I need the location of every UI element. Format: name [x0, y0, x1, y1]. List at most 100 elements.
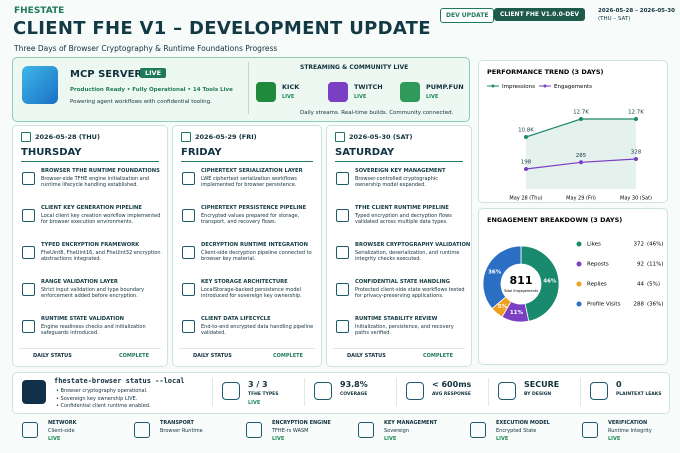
platform-icon	[328, 82, 348, 102]
platform-name: TWITCH	[354, 83, 383, 91]
stat-status: LIVE	[248, 400, 261, 406]
mcp-line: Powering agent workflows with confidenti…	[70, 99, 212, 105]
badge[interactable]: DEV UPDATE	[440, 8, 495, 23]
date-days: (THU – SAT)	[598, 16, 631, 22]
legend-dot	[576, 261, 582, 267]
legend-dot	[576, 241, 582, 247]
brand: FHESTATE	[14, 6, 65, 16]
streaming-note: Daily streams. Real-time builds. Communi…	[300, 110, 454, 116]
footer-label: NETWORK	[48, 420, 77, 426]
footer-icon	[134, 422, 150, 438]
platform-name: KICK	[282, 83, 300, 91]
stat-divider	[212, 378, 213, 406]
status-bar	[19, 348, 161, 349]
day-column: 2026-05-28 (THU) THURSDAY BROWSER TFHE RUN…	[12, 125, 168, 367]
area	[526, 119, 636, 189]
legend-value: 372	[634, 242, 645, 248]
point	[634, 157, 638, 161]
point	[579, 160, 583, 165]
terminal-line: • Confidential client runtime enabled.	[56, 403, 151, 409]
streaming-title: STREAMING & COMMUNITY LIVE	[300, 64, 409, 71]
legend-label: Profile Visits	[587, 302, 621, 308]
item-title: CLIENT DATA LIFECYCLE	[201, 316, 271, 322]
value-label: 285	[576, 153, 587, 159]
date-range: 2026-05-28 – 2026-05-30	[598, 8, 675, 14]
donut-total: 811	[510, 274, 533, 287]
item-title: BROWSER CRYPTOGRAPHY VALIDATION	[355, 242, 471, 248]
status-bar	[179, 348, 315, 349]
item-text: Strict input validation and type boundar…	[41, 287, 145, 300]
item-text: FheUint8, FheUint16, and FheUint32 encry…	[41, 250, 161, 263]
item-text: End-to-end encrypted data handling pipel…	[201, 324, 314, 337]
day-underline	[335, 161, 463, 162]
legend-dot	[543, 84, 547, 88]
platform-status: LIVE	[426, 94, 439, 100]
legend-share: (5%)	[647, 282, 660, 288]
item-title: RUNTIME STATE VALIDATION	[41, 316, 124, 322]
stat-label: PLAINTEXT LEAKS	[616, 392, 662, 397]
day-column: 2026-05-29 (FRI) FRIDAY CIPHERTEXT SERIALI…	[172, 125, 322, 367]
stat-divider	[304, 378, 305, 406]
footer-icon	[358, 422, 374, 438]
stat-label: TFHE TYPES	[248, 392, 279, 397]
status-label: DAILY STATUS	[33, 353, 72, 359]
footer-icon	[470, 422, 486, 438]
stat-divider	[396, 378, 397, 406]
item-title: KEY STORAGE ARCHITECTURE	[201, 279, 288, 285]
stat-value: SECURE	[524, 380, 560, 389]
item-text: LocalStorage-backed persistence model in…	[201, 287, 302, 300]
badge[interactable]: CLIENT FHE V1.0.0-DEV	[494, 8, 586, 21]
item-icon	[182, 209, 195, 222]
legend-label: Reposts	[587, 262, 609, 268]
item-text: Protected client-side state workflows te…	[355, 287, 465, 300]
terminal-icon	[22, 380, 46, 404]
item-title: TYPED ENCRYPTION FRAMEWORK	[41, 242, 140, 248]
legend-dot	[576, 301, 582, 307]
footer-value: Runtime Integrity	[608, 428, 652, 434]
terminal-line: • Sovereign key ownership LIVE.	[56, 395, 138, 402]
status-label: DAILY STATUS	[193, 353, 232, 359]
item-icon	[336, 209, 349, 222]
item-title: RUNTIME STABILITY REVIEW	[355, 316, 438, 322]
stat-divider	[580, 378, 581, 406]
item-title: SOVEREIGN KEY MANAGEMENT	[355, 168, 446, 174]
legend-value: 92	[637, 262, 644, 268]
item-icon	[22, 209, 35, 222]
day-date: 2026-05-29 (FRI)	[195, 133, 257, 141]
slice-label: 5%	[498, 304, 508, 310]
item-icon	[182, 283, 195, 296]
page-title: CLIENT FHE V1 – DEVELOPMENT UPDATE	[13, 18, 431, 39]
footer-status: LIVE	[48, 436, 61, 442]
footer-icon	[22, 422, 38, 438]
item-icon	[22, 246, 35, 259]
point	[634, 117, 638, 121]
item-icon	[22, 283, 35, 296]
status-bar	[333, 348, 465, 349]
footer-value: Encrypted State	[496, 428, 537, 434]
day-name: THURSDAY	[21, 147, 82, 158]
footer-label: TRANSPORT	[160, 420, 194, 426]
footer-label: KEY MANAGEMENT	[384, 420, 438, 426]
status-strip	[12, 372, 670, 414]
platform-icon	[256, 82, 276, 102]
calendar-icon	[21, 132, 31, 142]
item-title: BROWSER TFHE RUNTIME FOUNDATIONS	[41, 168, 160, 174]
item-title: DECRYPTION RUNTIME INTEGRATION	[201, 242, 308, 248]
x-tick-label: May 28 (Thu)	[509, 196, 542, 202]
mcp-card	[12, 57, 470, 122]
platform-name: PUMP.FUN	[426, 83, 464, 91]
platform-status: LIVE	[354, 94, 367, 100]
mcp-title: MCP SERVER	[70, 69, 143, 80]
mcp-status: LIVE	[140, 68, 167, 78]
item-icon	[182, 246, 195, 259]
footer-icon	[246, 422, 262, 438]
footer-label: VERIFICATION	[608, 420, 648, 426]
item-icon	[22, 320, 35, 333]
platform-status: LIVE	[282, 94, 295, 100]
terminal-command: fhestate-browser status --local	[54, 377, 185, 385]
item-text: Encrypted values prepared for storage, t…	[201, 213, 300, 226]
legend-label: Impressions	[502, 84, 535, 90]
divider	[248, 62, 249, 114]
point	[579, 117, 583, 121]
